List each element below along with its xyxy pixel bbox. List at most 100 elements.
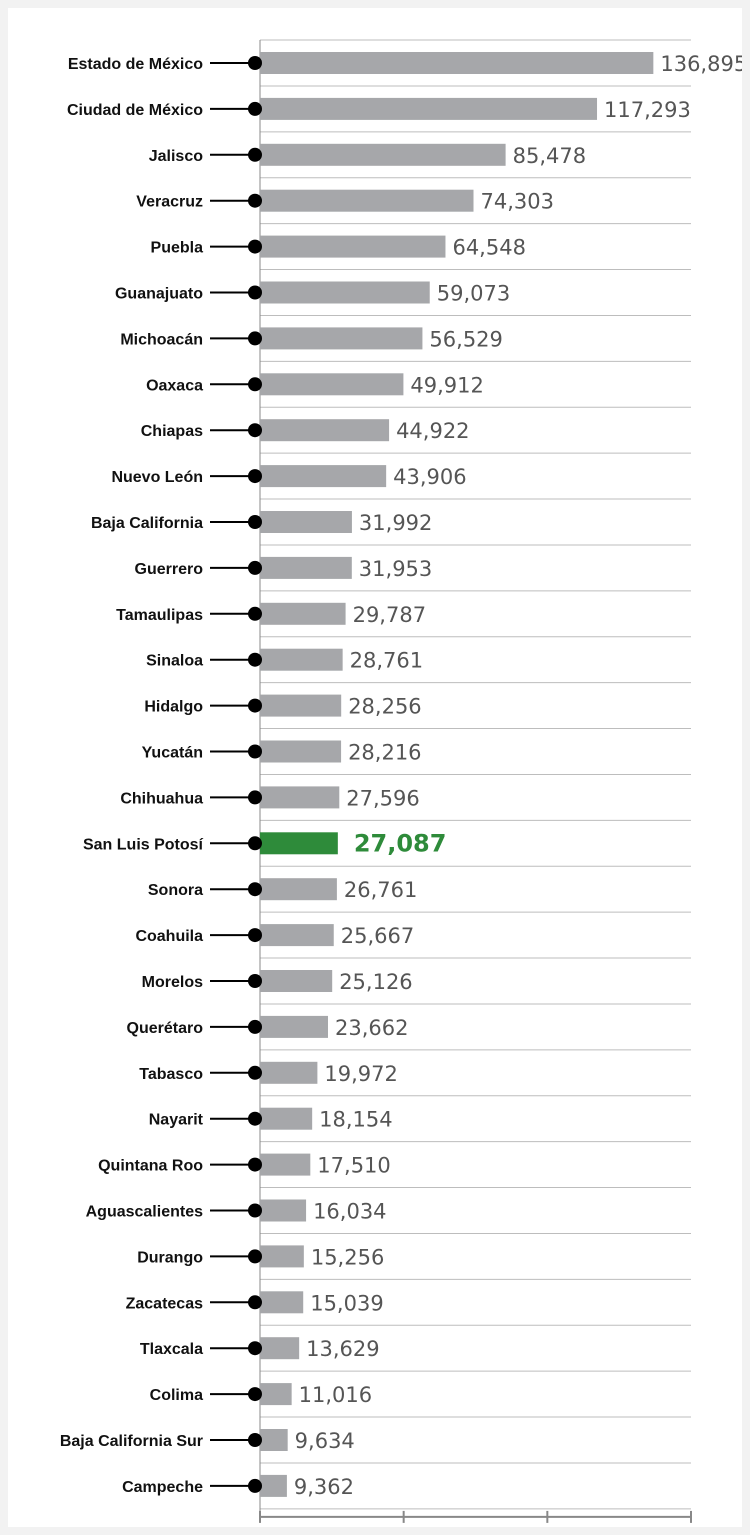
chart-panel: Estado de México 136,895 Ciudad de México 1… <box>8 8 742 1527</box>
category-label: San Luis Potosí <box>83 836 204 853</box>
value-label: 31,992 <box>359 511 432 535</box>
connector-dot <box>248 1478 262 1493</box>
connector-dot <box>248 1387 262 1402</box>
bar <box>260 511 352 533</box>
connector-dot <box>248 423 262 438</box>
bar-chart: Estado de México 136,895 Ciudad de México 1… <box>60 39 742 1523</box>
connector-dot <box>248 1341 262 1356</box>
value-label: 27,087 <box>354 829 447 857</box>
category-label: Chiapas <box>141 423 203 440</box>
value-label: 64,548 <box>452 236 525 260</box>
category-label: Estado de México <box>68 56 203 73</box>
connector-dot <box>248 744 262 759</box>
bar <box>260 694 342 717</box>
value-label: 59,073 <box>437 282 510 306</box>
bar <box>260 189 474 212</box>
bar <box>260 52 654 74</box>
bar <box>260 1337 300 1360</box>
category-label: Baja California <box>91 515 203 532</box>
value-label: 28,761 <box>350 649 423 673</box>
value-label: 15,256 <box>311 1245 384 1269</box>
category-label: Tabasco <box>139 1066 203 1083</box>
bar <box>260 924 334 947</box>
value-label: 27,596 <box>346 786 419 810</box>
connector-dot <box>248 331 262 346</box>
category-label: Campeche <box>122 1479 203 1496</box>
bar <box>260 1153 311 1176</box>
bar <box>260 1474 287 1497</box>
value-label: 56,529 <box>429 327 502 351</box>
connector-dot <box>248 1111 262 1126</box>
value-label: 28,216 <box>348 741 421 765</box>
bar <box>260 235 446 258</box>
bar <box>260 602 346 625</box>
category-label: Hidalgo <box>144 699 203 716</box>
connector-dot <box>248 193 262 208</box>
bar <box>260 740 342 763</box>
connector-dot <box>248 882 262 897</box>
connector-dot <box>248 1433 262 1447</box>
value-label: 25,126 <box>339 970 412 994</box>
connector-dot <box>248 606 262 621</box>
connector-dot <box>248 377 262 392</box>
category-label: Baja California Sur <box>60 1433 203 1450</box>
value-label: 117,293 <box>604 98 691 122</box>
category-label: Ciudad de México <box>67 102 203 119</box>
connector-dot <box>248 285 262 300</box>
category-label: Tlaxcala <box>140 1341 203 1358</box>
bar <box>260 1061 318 1084</box>
connector-dot <box>248 928 262 943</box>
connector-dot <box>248 652 262 667</box>
value-label: 28,256 <box>348 695 421 719</box>
connector-dot <box>248 1295 262 1310</box>
bar <box>260 419 390 442</box>
value-label: 9,634 <box>295 1429 355 1453</box>
connector-dot <box>248 56 262 70</box>
connector-dot <box>248 1203 262 1218</box>
bar <box>260 878 337 901</box>
value-label: 17,510 <box>317 1154 390 1178</box>
category-label: Zacatecas <box>126 1295 203 1312</box>
value-label: 26,761 <box>344 878 417 902</box>
connector-dot <box>248 515 262 529</box>
category-label: Sinaloa <box>146 653 203 670</box>
category-label: Querétaro <box>127 1020 204 1037</box>
connector-dot <box>248 790 262 805</box>
bar <box>260 832 338 855</box>
category-label: Aguascalientes <box>86 1204 203 1221</box>
bar <box>260 327 423 350</box>
category-label: Tamaulipas <box>116 607 203 624</box>
bar <box>260 1015 328 1038</box>
value-label: 19,972 <box>324 1062 397 1086</box>
category-label: Michoacán <box>120 331 203 348</box>
bar <box>260 1199 307 1222</box>
category-label: Nayarit <box>149 1112 204 1129</box>
category-label: Jalisco <box>149 148 203 165</box>
bar <box>260 1429 288 1451</box>
bar <box>260 97 598 120</box>
bar <box>260 648 343 671</box>
bar <box>260 1383 292 1406</box>
category-label: Sonora <box>148 882 203 899</box>
category-label: Oaxaca <box>146 377 203 394</box>
connector-dot <box>248 101 262 116</box>
value-label: 29,787 <box>353 603 426 627</box>
value-label: 13,629 <box>306 1337 379 1361</box>
value-label: 23,662 <box>335 1016 408 1040</box>
bar <box>260 556 352 579</box>
bar <box>260 143 506 166</box>
value-label: 74,303 <box>480 190 553 214</box>
connector-dot <box>248 698 262 713</box>
bar <box>260 970 333 992</box>
category-label: Chihuahua <box>120 790 203 807</box>
value-label: 11,016 <box>299 1383 372 1407</box>
category-label: Guanajuato <box>115 286 203 303</box>
value-label: 15,039 <box>310 1291 383 1315</box>
category-label: Morelos <box>142 974 203 991</box>
connector-dot <box>248 469 262 484</box>
connector-dot <box>248 836 262 851</box>
category-label: Guerrero <box>135 561 204 578</box>
category-label: Colima <box>150 1387 203 1404</box>
bar <box>260 373 404 396</box>
category-label: Quintana Roo <box>98 1158 203 1175</box>
